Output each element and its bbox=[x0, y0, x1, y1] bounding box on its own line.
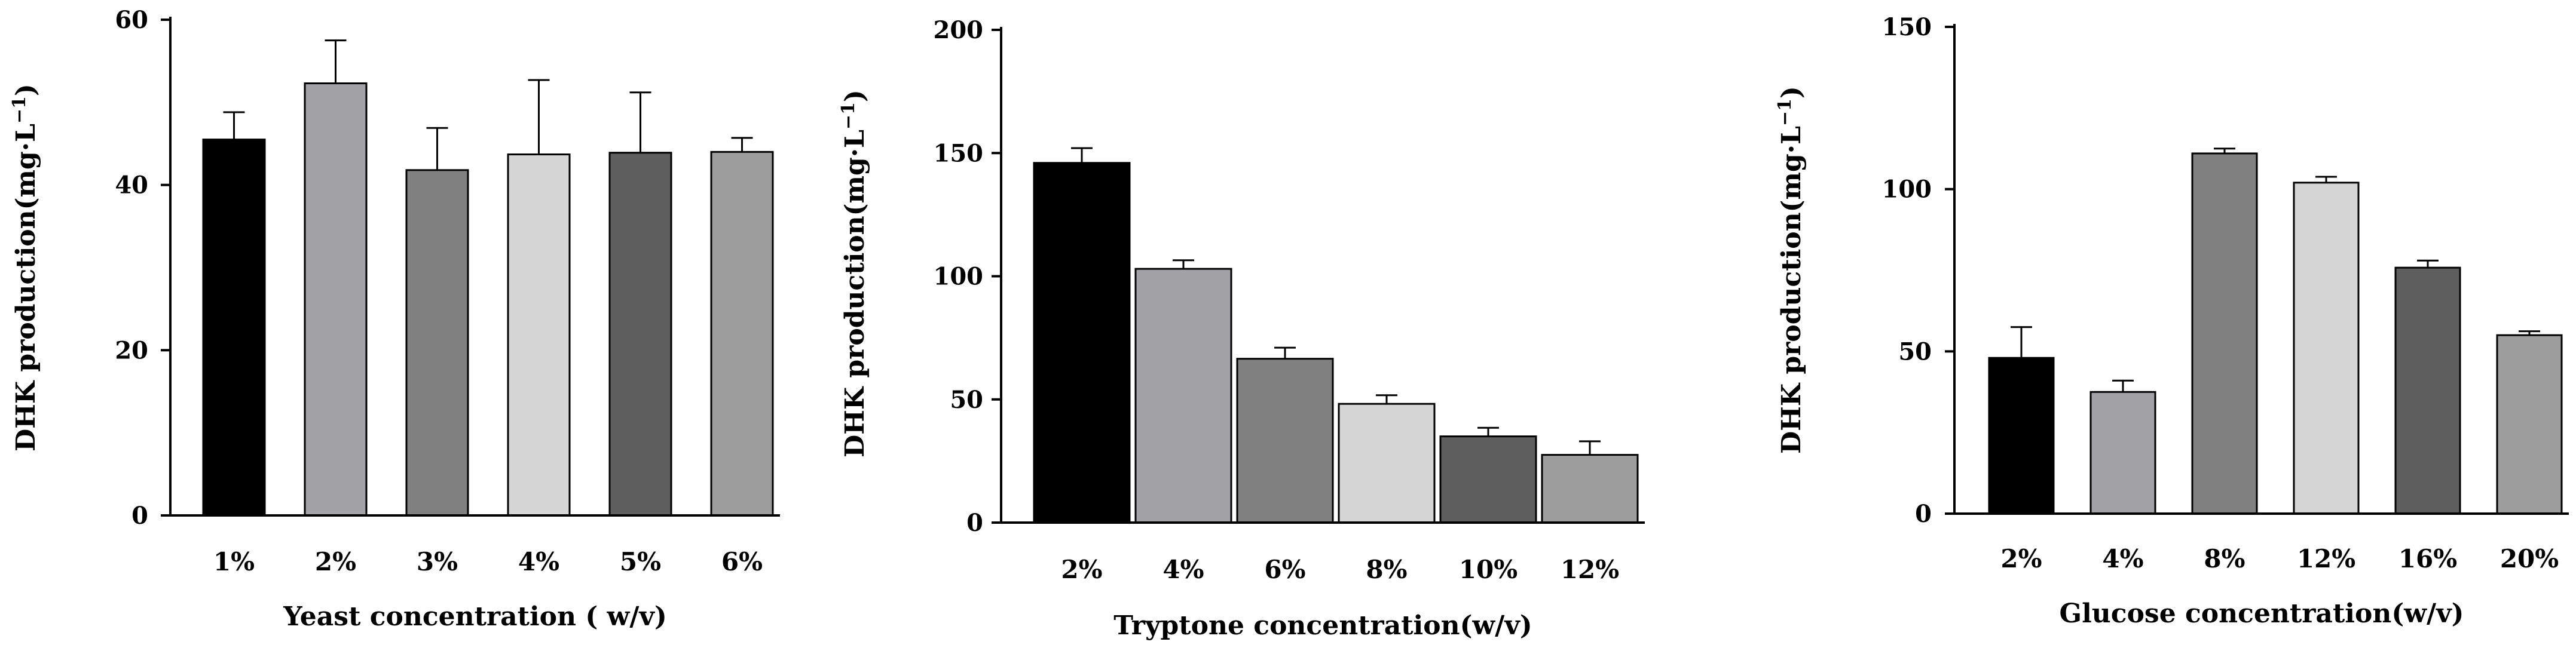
x-axis-title: Yeast concentration ( w/v) bbox=[283, 601, 667, 632]
y-axis-title: DHK production(mg·L−1) bbox=[1775, 86, 1807, 454]
x-tick-label-2: 4% bbox=[2102, 544, 2143, 573]
x-axis-title: Glucose concentration(w/v) bbox=[2060, 598, 2464, 629]
y-tick-label-3: 100 bbox=[1882, 176, 1932, 204]
y-tick-label-1: 0 bbox=[1915, 500, 1932, 528]
bar-1 bbox=[1033, 162, 1131, 524]
y-axis-title-close: ) bbox=[1776, 86, 1807, 99]
bar-2 bbox=[304, 82, 368, 517]
x-tick-label-4: 8% bbox=[1366, 555, 1407, 584]
bar-5 bbox=[1439, 435, 1537, 524]
bar-5 bbox=[608, 152, 672, 517]
bar-3 bbox=[405, 169, 469, 517]
x-tick-label-5: 5% bbox=[620, 547, 661, 576]
bar-4 bbox=[1338, 403, 1436, 524]
bar-1 bbox=[202, 139, 266, 517]
bar-5 bbox=[2394, 266, 2461, 515]
bar-6 bbox=[2496, 334, 2563, 515]
x-tick-label-3: 8% bbox=[2204, 544, 2245, 573]
bar-4 bbox=[2293, 182, 2360, 515]
x-tick-label-5: 16% bbox=[2398, 544, 2457, 573]
x-tick-label-1: 2% bbox=[2000, 544, 2042, 573]
bar-6 bbox=[710, 151, 774, 517]
y-tick-label-3: 100 bbox=[934, 263, 984, 291]
x-tick-label-3: 6% bbox=[1264, 555, 1305, 584]
x-tick-label-6: 6% bbox=[721, 547, 763, 576]
bar-2 bbox=[1134, 268, 1232, 524]
y-tick-label-1: 0 bbox=[966, 509, 983, 537]
bar-2 bbox=[2089, 391, 2156, 515]
y-axis-title-superscript: −1 bbox=[9, 96, 30, 124]
bar-3 bbox=[1236, 358, 1334, 524]
y-axis-title-superscript: −1 bbox=[1775, 99, 1795, 126]
x-tick-label-4: 12% bbox=[2297, 544, 2355, 573]
y-tick-label-2: 20 bbox=[115, 336, 148, 364]
y-axis-title-main: DHK production(mg·L bbox=[1776, 126, 1807, 454]
y-tick-label-1: 0 bbox=[131, 502, 148, 530]
y-tick-label-2: 50 bbox=[1898, 337, 1932, 366]
x-tick-label-6: 12% bbox=[1561, 555, 1619, 584]
x-tick-label-4: 4% bbox=[518, 547, 559, 576]
bar-6 bbox=[1541, 454, 1639, 524]
x-tick-label-6: 20% bbox=[2500, 544, 2559, 573]
y-tick-label-2: 50 bbox=[950, 386, 983, 414]
chart-panel-2: 2% 4% 6% 8% 10% 12% 0 50 100 150 200 Tryptone conce… bbox=[838, 16, 1645, 641]
x-tick-label-1: 1% bbox=[213, 547, 255, 576]
y-tick-label-4: 150 bbox=[934, 139, 984, 167]
y-tick-label-5: 200 bbox=[934, 16, 984, 44]
y-axis-title: DHK production(mg·L−1) bbox=[838, 90, 870, 458]
y-tick-label-3: 40 bbox=[115, 171, 148, 199]
y-axis-title-superscript: −1 bbox=[838, 102, 859, 130]
x-tick-label-1: 2% bbox=[1061, 555, 1102, 584]
bar-3 bbox=[2191, 152, 2258, 515]
y-axis-title-main: DHK production(mg·L bbox=[840, 130, 870, 458]
chart-panel-3: 2% 4% 8% 12% 16% 20% 0 50 100 150 Glucose concentr… bbox=[1775, 13, 2569, 629]
x-tick-label-2: 4% bbox=[1162, 555, 1204, 584]
y-axis-title-main: DHK production(mg·L bbox=[11, 124, 41, 452]
bar-4 bbox=[507, 153, 571, 517]
x-tick-label-5: 10% bbox=[1459, 555, 1518, 584]
x-tick-label-3: 3% bbox=[417, 547, 458, 576]
y-tick-label-4: 60 bbox=[115, 6, 148, 34]
x-axis-title: Tryptone concentration(w/v) bbox=[1113, 610, 1532, 641]
chart-panel-1: 1% 2% 3% 4% 5% 6% 0 20 40 60 Yeast concentration (… bbox=[9, 6, 780, 632]
bar-1 bbox=[1988, 357, 2055, 515]
y-axis-title-close: ) bbox=[11, 84, 41, 96]
y-tick-label-4: 150 bbox=[1882, 13, 1932, 41]
y-axis-title-close: ) bbox=[840, 90, 870, 102]
y-axis-title: DHK production(mg·L−1) bbox=[9, 84, 41, 452]
x-tick-label-2: 2% bbox=[315, 547, 356, 576]
